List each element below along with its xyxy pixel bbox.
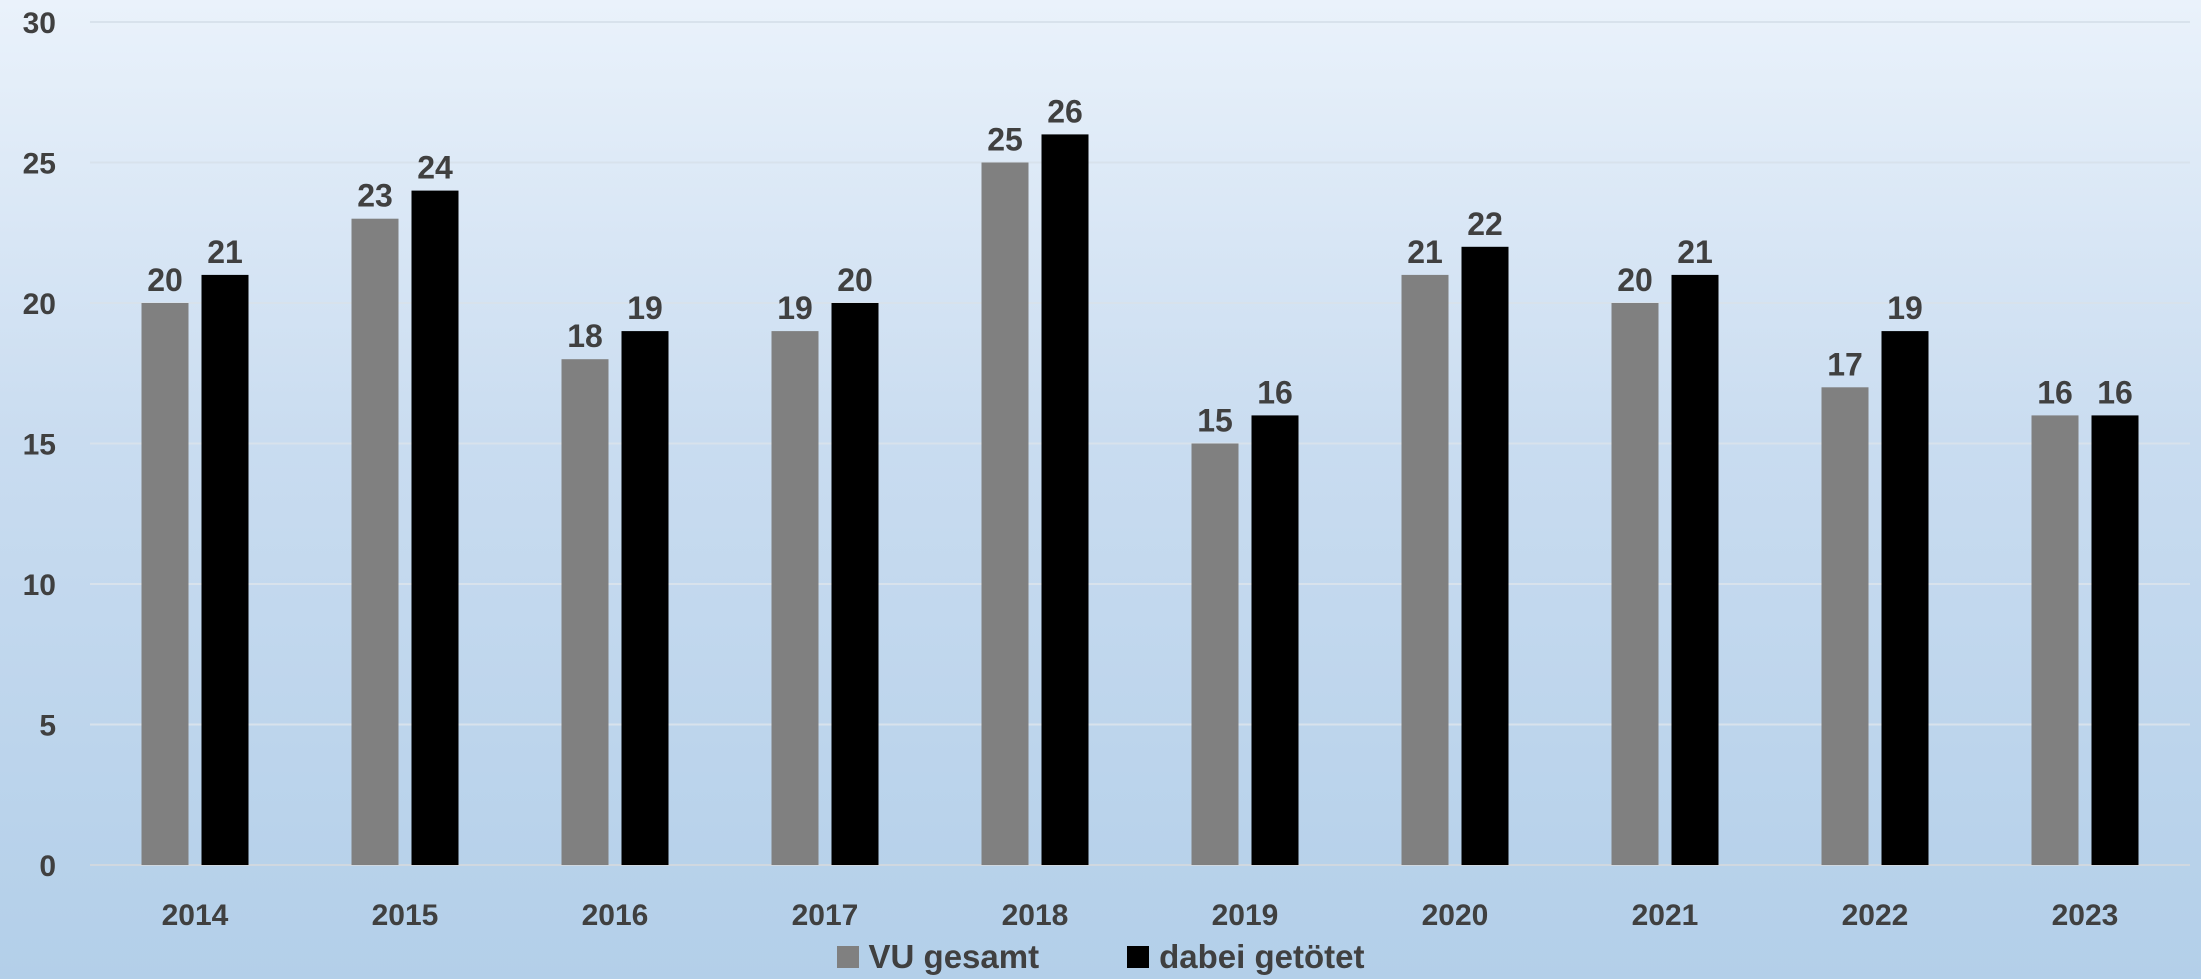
x-axis: 2014 2015 2016 2017 2018 2019 2020 2021 2022 2023 (162, 899, 2119, 932)
data-label-2022-series-2: 19 (1887, 290, 1923, 326)
y-tick-label-15: 15 (23, 429, 56, 462)
bar-2023-series-2 (2091, 415, 2139, 865)
legend-item-series-2: dabei getötet (1127, 938, 1364, 976)
gridlines (90, 21, 2190, 866)
y-axis: 0 5 10 15 20 25 30 (23, 7, 56, 883)
bars (141, 134, 2139, 866)
data-label-2015-series-1: 23 (357, 178, 393, 214)
x-tick-label-2020: 2020 (1422, 899, 1489, 932)
data-label-2021-series-1: 20 (1617, 262, 1653, 298)
bar-2022-series-1 (1821, 387, 1869, 865)
data-label-2016-series-1: 18 (567, 318, 603, 354)
legend-swatch-series-2 (1127, 946, 1150, 968)
x-tick-label-2019: 2019 (1212, 899, 1279, 932)
data-label-2019-series-2: 16 (1257, 374, 1293, 410)
bar-2017-series-1 (771, 331, 819, 866)
data-label-2015-series-2: 24 (417, 150, 453, 186)
y-tick-label-0: 0 (39, 850, 56, 883)
legend-swatch-series-1 (836, 946, 859, 968)
bar-2015-series-1 (351, 218, 399, 865)
bar-2016-series-2 (621, 331, 669, 866)
bar-2021-series-2 (1671, 274, 1719, 865)
y-tick-label-20: 20 (23, 288, 56, 321)
data-label-2018-series-2: 26 (1047, 93, 1083, 129)
data-label-2014-series-2: 21 (207, 234, 243, 270)
data-labels: 20 21 23 24 18 19 19 20 25 26 15 16 21 22 20 21 17 19 16 16 (147, 93, 2133, 438)
x-tick-label-2016: 2016 (582, 899, 649, 932)
bar-2020-series-1 (1401, 274, 1449, 865)
bar-2017-series-2 (831, 303, 879, 865)
data-label-2020-series-1: 21 (1407, 234, 1443, 270)
legend-label-series-1: VU gesamt (868, 938, 1040, 975)
x-tick-label-2014: 2014 (162, 899, 229, 932)
data-label-2022-series-1: 17 (1827, 346, 1863, 382)
data-label-2023-series-1: 16 (2037, 374, 2073, 410)
bar-2023-series-1 (2031, 415, 2079, 865)
x-tick-label-2022: 2022 (1842, 899, 1909, 932)
bar-2016-series-1 (561, 359, 609, 865)
x-tick-label-2023: 2023 (2052, 899, 2119, 932)
bar-2020-series-2 (1461, 246, 1509, 866)
bar-2022-series-2 (1881, 331, 1929, 866)
y-tick-label-10: 10 (23, 569, 56, 602)
bar-2019-series-2 (1251, 415, 1299, 865)
bar-2015-series-2 (411, 190, 459, 866)
bar-2021-series-1 (1611, 303, 1659, 865)
data-label-2021-series-2: 21 (1677, 234, 1713, 270)
data-label-2018-series-1: 25 (987, 122, 1023, 158)
data-label-2014-series-1: 20 (147, 262, 183, 298)
data-label-2017-series-2: 20 (837, 262, 873, 298)
legend: VU gesamt dabei getötet (0, 938, 2201, 976)
data-label-2020-series-2: 22 (1467, 206, 1503, 242)
y-tick-label-30: 30 (23, 7, 56, 40)
x-tick-label-2018: 2018 (1002, 899, 1069, 932)
data-label-2016-series-2: 19 (627, 290, 663, 326)
data-label-2019-series-1: 15 (1197, 403, 1233, 439)
bar-2014-series-2 (201, 274, 249, 865)
legend-item-series-1: VU gesamt (836, 938, 1040, 976)
y-tick-label-25: 25 (23, 148, 56, 181)
x-tick-label-2021: 2021 (1632, 899, 1699, 932)
x-tick-label-2015: 2015 (372, 899, 439, 932)
data-label-2023-series-2: 16 (2097, 374, 2133, 410)
x-tick-label-2017: 2017 (792, 899, 859, 932)
bar-2014-series-1 (141, 303, 189, 865)
data-label-2017-series-1: 19 (777, 290, 813, 326)
bar-2018-series-1 (981, 162, 1029, 865)
bar-2019-series-1 (1191, 443, 1239, 865)
bar-2018-series-2 (1041, 134, 1089, 865)
y-tick-label-5: 5 (39, 710, 56, 743)
legend-label-series-2: dabei getötet (1159, 938, 1365, 975)
